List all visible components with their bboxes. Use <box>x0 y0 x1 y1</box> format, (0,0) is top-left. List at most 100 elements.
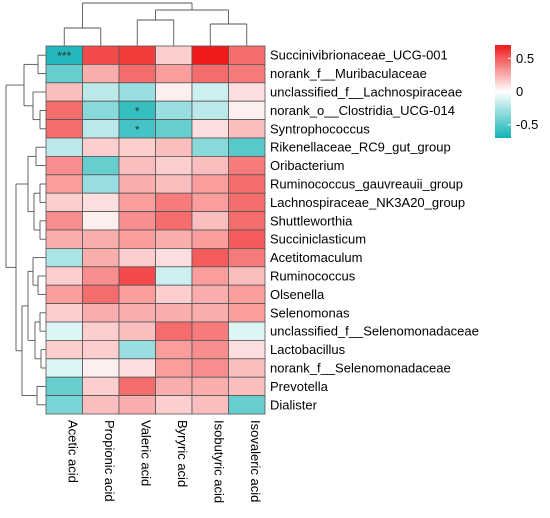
heatmap-cell <box>155 174 193 194</box>
heatmap-cell <box>45 119 83 139</box>
heatmap-cell <box>45 358 83 378</box>
legend-tick-label: 0 <box>516 84 523 99</box>
heatmap-cell <box>45 100 83 120</box>
heatmap-cell <box>82 284 120 305</box>
heatmap-cell <box>228 339 266 360</box>
heatmap-cell <box>118 155 156 176</box>
row-label: Rikenellaceae_RC9_gut_group <box>270 140 451 155</box>
significance-mark: * <box>135 104 140 118</box>
heatmap-cell <box>155 358 193 378</box>
heatmap-cell <box>155 284 193 305</box>
heatmap-cell <box>118 284 156 305</box>
heatmap-cell <box>155 395 193 415</box>
legend-ticks: 0.5 0 -0.5 <box>508 51 538 132</box>
heatmap-cell <box>45 395 83 415</box>
heatmap-cell <box>191 155 229 176</box>
significance-mark: * <box>135 123 140 137</box>
heatmap-cell <box>82 358 120 378</box>
heatmap-cell <box>228 100 266 120</box>
heatmap-cell <box>191 266 229 286</box>
heatmap-cell <box>155 119 193 139</box>
heatmap-cell <box>45 82 83 102</box>
heatmap-cell <box>45 192 83 212</box>
heatmap-cell <box>118 266 156 286</box>
column-label: Valeric acid <box>138 420 153 486</box>
heatmap-cells <box>45 45 266 415</box>
heatmap-cell <box>228 266 266 286</box>
heatmap-cell <box>191 376 229 397</box>
heatmap-cell <box>155 321 193 341</box>
row-label: Syntrophococcus <box>270 121 370 136</box>
heatmap-cell <box>155 303 193 323</box>
heatmap-cell <box>155 64 193 84</box>
heatmap-cell <box>82 395 120 415</box>
significance-mark: *** <box>57 49 71 63</box>
heatmap-cell <box>228 358 266 378</box>
row-label: norank_f__Muribaculaceae <box>270 66 427 81</box>
heatmap-cell <box>82 321 120 341</box>
heatmap-cell <box>191 247 229 268</box>
heatmap-cell <box>118 137 156 157</box>
row-dendrogram <box>5 54 46 406</box>
heatmap-cell <box>191 100 229 120</box>
heatmap-cell <box>191 303 229 323</box>
legend-color-bar <box>495 45 511 138</box>
heatmap-cell <box>45 376 83 397</box>
row-label: Dialister <box>270 397 318 412</box>
heatmap-cell <box>118 229 156 249</box>
heatmap-cell <box>191 358 229 378</box>
heatmap-cell <box>118 174 156 194</box>
heatmap-cell <box>155 247 193 268</box>
heatmap-cell <box>191 137 229 157</box>
heatmap-cell <box>228 247 266 268</box>
significance-marks: ***** <box>57 49 140 137</box>
column-label: Isobutyric acid <box>211 420 226 503</box>
heatmap-cell <box>228 376 266 397</box>
row-label: Succinivibrionaceae_UCG-001 <box>270 48 448 63</box>
heatmap-cell <box>155 82 193 102</box>
heatmap-cell <box>45 174 83 194</box>
column-label: Propionic acid <box>102 420 117 502</box>
heatmap-cell <box>155 137 193 157</box>
heatmap-cell <box>228 45 266 65</box>
heatmap-cell <box>155 266 193 286</box>
row-label: unclassified_f__Lachnospiraceae <box>270 85 462 100</box>
row-label: Lactobacillus <box>270 342 346 357</box>
heatmap-cell <box>228 192 266 212</box>
heatmap-cell <box>228 119 266 139</box>
heatmap-cell <box>118 45 156 65</box>
heatmap-cell <box>118 376 156 397</box>
column-label: Byryric acid <box>175 420 190 487</box>
heatmap-cell <box>45 247 83 268</box>
heatmap-cell <box>155 339 193 360</box>
heatmap-cell <box>82 82 120 102</box>
heatmap-cell <box>191 395 229 415</box>
legend-tick-label: -0.5 <box>516 117 538 132</box>
heatmap-cell <box>118 321 156 341</box>
heatmap-cell <box>82 45 120 65</box>
heatmap-cell <box>45 229 83 249</box>
heatmap-cell <box>82 137 120 157</box>
heatmap-cell <box>82 174 120 194</box>
heatmap-cell <box>155 155 193 176</box>
heatmap-cell <box>118 82 156 102</box>
heatmap-cell <box>45 211 83 231</box>
heatmap-cell <box>82 229 120 249</box>
row-label: Olsenella <box>270 287 325 302</box>
row-label: Oribacterium <box>270 158 344 173</box>
heatmap-cell <box>191 82 229 102</box>
heatmap-cell <box>82 100 120 120</box>
row-label: Ruminococcus <box>270 269 356 284</box>
heatmap-cell <box>118 64 156 84</box>
heatmap-cell <box>82 211 120 231</box>
heatmap-cell <box>155 192 193 212</box>
heatmap-cell <box>45 64 83 84</box>
heatmap-cell <box>45 155 83 176</box>
column-labels: Acetic acid Propionic acid Valeric acid Byr… <box>65 420 263 503</box>
legend-tick-label: 0.5 <box>516 51 534 66</box>
heatmap-cell <box>155 100 193 120</box>
heatmap-cell <box>228 64 266 84</box>
heatmap-cell <box>82 303 120 323</box>
heatmap-cell <box>82 266 120 286</box>
